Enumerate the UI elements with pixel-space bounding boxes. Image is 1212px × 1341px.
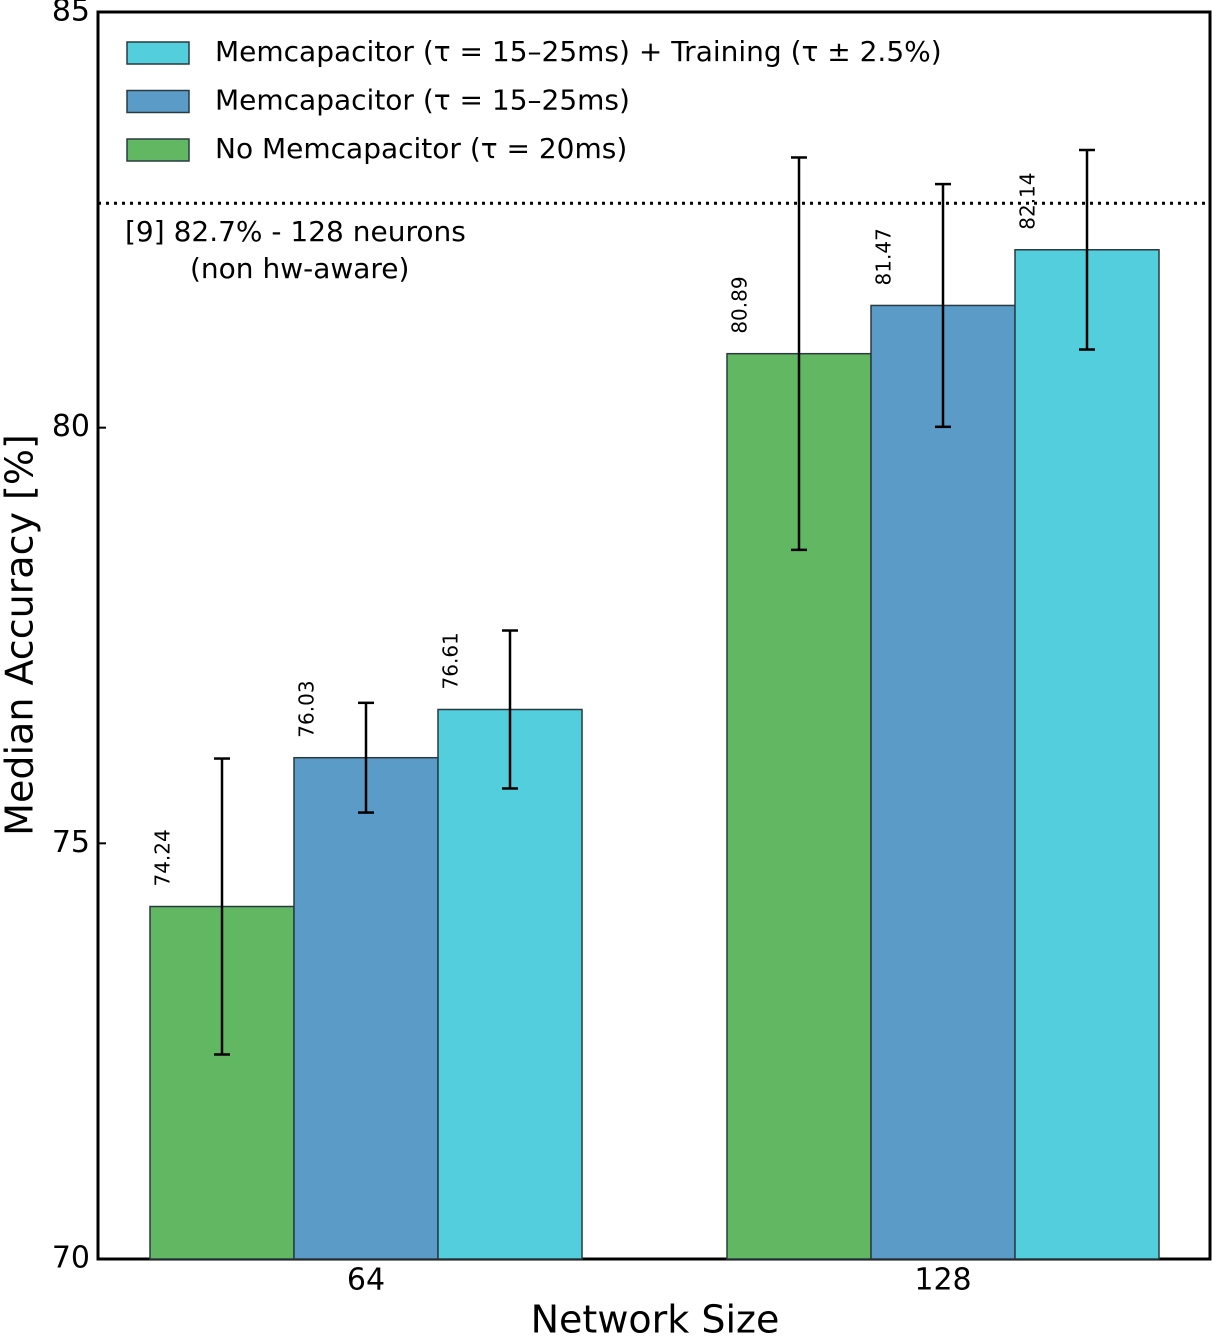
plot-frame [96,10,1212,1261]
value-label: 82.14 [1016,172,1040,229]
annotation: (non hw-aware) [190,252,409,285]
bar [437,708,583,1260]
legend-label: Memcapacitor (τ = 15–25ms) [215,84,630,117]
value-label: 80.89 [728,276,752,333]
value-label: 76.03 [295,680,319,737]
y-tick-label: 80 [52,409,90,444]
legend-swatch [126,89,190,114]
value-label: 81.47 [872,228,896,285]
bar [293,756,439,1260]
legend-swatch [126,41,190,65]
x-axis-label: Network Size [531,1298,780,1341]
bar [1014,249,1160,1260]
x-tick-label: 128 [914,1263,971,1298]
legend-label: No Memcapacitor (τ = 20ms) [215,132,627,165]
legend-swatch [126,138,190,162]
value-label: 76.61 [439,632,463,689]
bar [870,304,1016,1260]
annotation: [9] 82.7% - 128 neurons [125,215,466,248]
legend-label: Memcapacitor (τ = 15–25ms) + Training (τ… [215,35,942,68]
y-axis-label: Median Accuracy [%] [0,434,42,836]
y-tick-label: 85 [52,0,90,29]
value-label: 74.24 [151,829,175,886]
y-tick-label: 75 [52,825,90,860]
x-tick-label: 64 [347,1263,385,1298]
y-tick-label: 70 [52,1241,90,1276]
